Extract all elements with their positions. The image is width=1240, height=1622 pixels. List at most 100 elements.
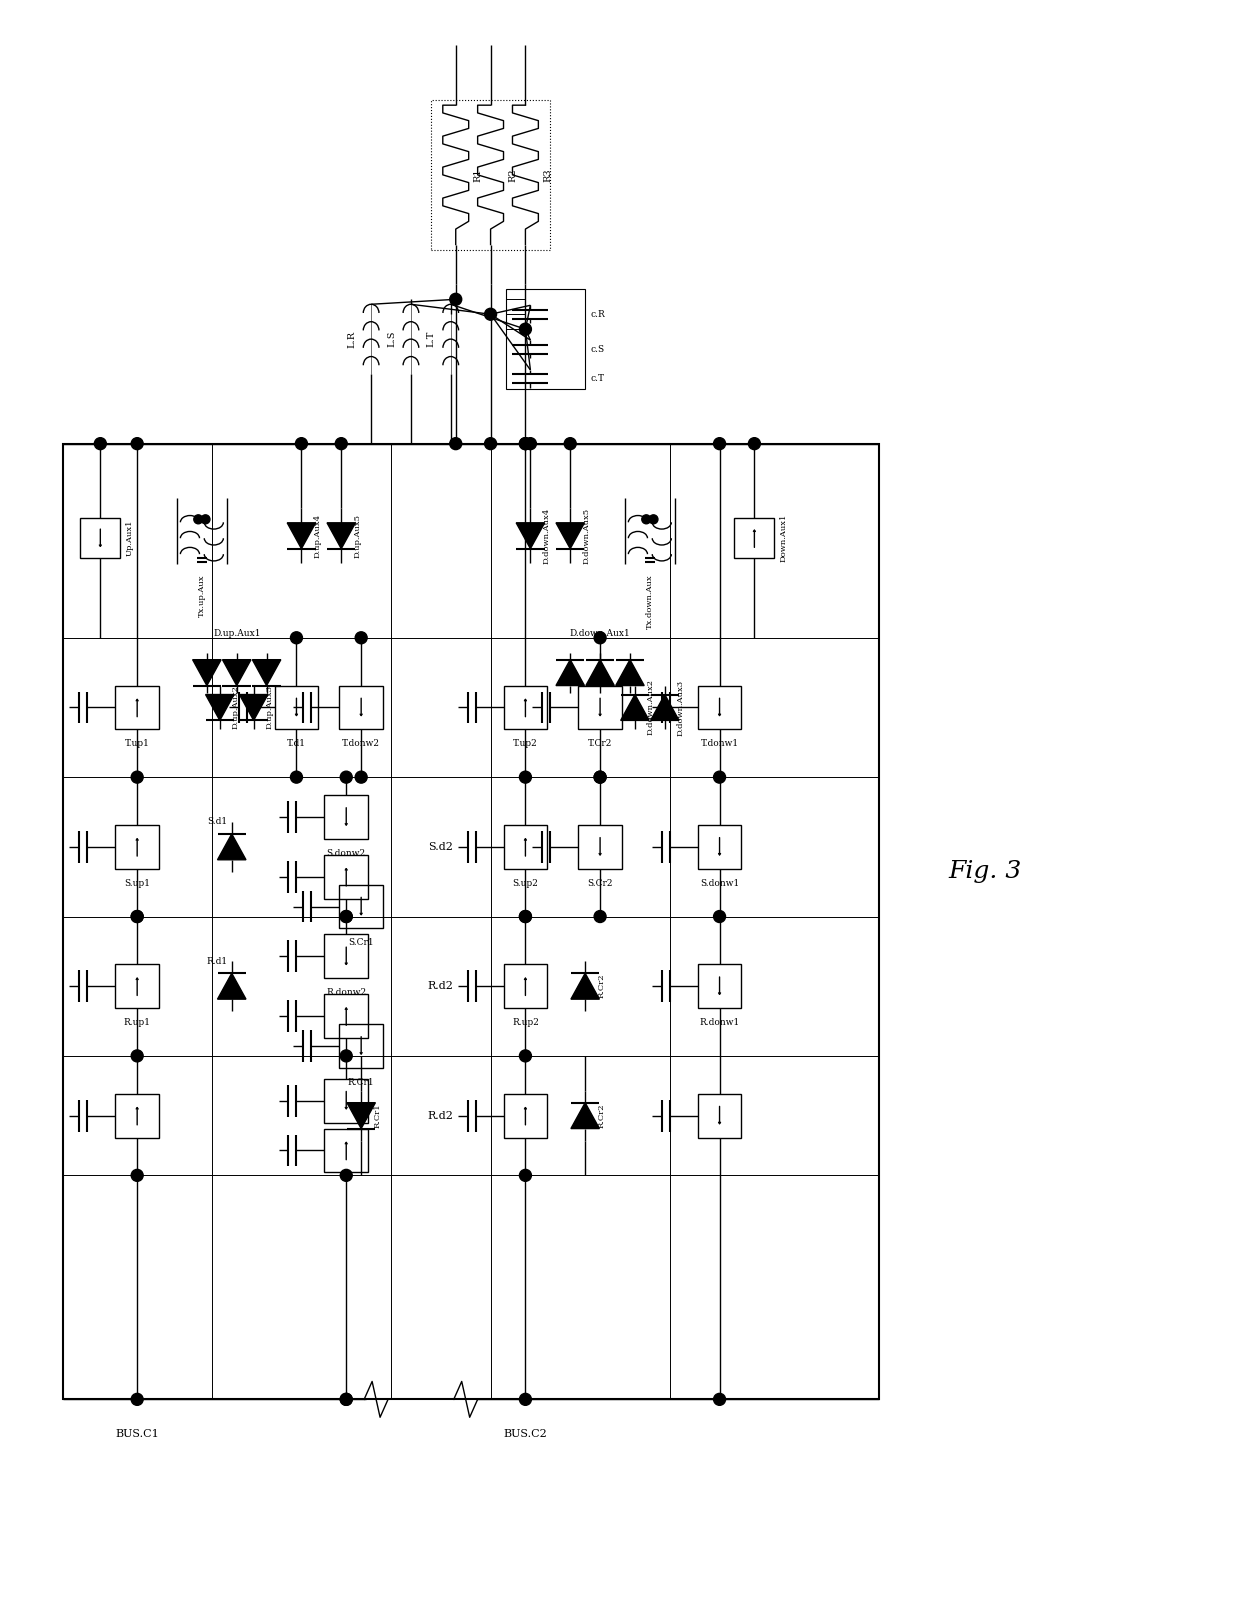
Bar [578,686,622,730]
Polygon shape [192,660,221,686]
Polygon shape [556,660,584,686]
Text: c.S: c.S [590,344,604,354]
Circle shape [340,770,352,783]
Text: S.Cr1: S.Cr1 [348,939,374,947]
Circle shape [642,514,651,524]
Polygon shape [288,522,316,548]
Text: R.donw2: R.donw2 [326,988,366,998]
Circle shape [355,633,367,644]
Text: R.Cr1: R.Cr1 [348,1077,374,1087]
Circle shape [131,910,143,923]
Bar [115,1093,159,1137]
Bar [698,965,742,1009]
Circle shape [713,438,725,449]
Circle shape [355,770,367,783]
Circle shape [649,514,658,524]
Text: R2: R2 [508,169,517,182]
Circle shape [520,438,532,449]
Bar [340,1023,383,1067]
Circle shape [201,514,210,524]
Bar [325,1079,368,1122]
Text: D.up.Aux3: D.up.Aux3 [265,686,274,730]
Circle shape [713,910,725,923]
Circle shape [520,910,532,923]
Bar [115,965,159,1009]
Bar [734,519,774,558]
Bar [62,444,879,1400]
Text: S.up2: S.up2 [512,879,538,887]
Circle shape [713,770,725,783]
Text: R.up2: R.up2 [512,1019,539,1027]
Circle shape [485,438,496,449]
Text: D.up.Aux4: D.up.Aux4 [314,514,321,558]
Text: D.down.Aux4: D.down.Aux4 [542,508,551,564]
Bar [698,1093,742,1137]
Circle shape [520,1169,532,1181]
Circle shape [520,323,532,336]
Circle shape [525,438,537,449]
Circle shape [290,633,303,644]
Text: D.down.Aux5: D.down.Aux5 [582,508,590,564]
Text: D.down.Aux1: D.down.Aux1 [569,629,630,637]
Polygon shape [217,834,246,860]
Bar [274,686,319,730]
Circle shape [340,1393,352,1405]
Text: S.d2: S.d2 [428,842,454,852]
Polygon shape [222,660,250,686]
Text: BUS.C2: BUS.C2 [503,1429,547,1439]
Polygon shape [585,660,614,686]
Text: BUS.C1: BUS.C1 [115,1429,159,1439]
Circle shape [94,438,107,449]
Text: D.down.Aux3: D.down.Aux3 [677,680,684,735]
Circle shape [290,770,303,783]
Text: c.T: c.T [590,375,604,383]
Bar [325,1129,368,1173]
Polygon shape [570,973,599,999]
Bar [325,855,368,899]
Text: T.up2: T.up2 [513,740,538,748]
Text: Tx.down.Aux: Tx.down.Aux [646,574,653,629]
Text: R.Cr2: R.Cr2 [598,973,605,999]
Circle shape [594,770,606,783]
Text: S.donw1: S.donw1 [699,879,739,887]
Polygon shape [253,660,280,686]
Circle shape [485,308,496,320]
Circle shape [520,770,532,783]
Polygon shape [206,694,234,720]
Polygon shape [616,660,645,686]
Bar [325,994,368,1038]
Text: R.up1: R.up1 [124,1019,151,1027]
Circle shape [295,438,308,449]
Text: R1: R1 [474,169,482,182]
Text: T.Cr2: T.Cr2 [588,740,613,748]
Text: R.Cr2: R.Cr2 [598,1103,605,1127]
Text: L.R: L.R [347,331,356,347]
Text: S.donw2: S.donw2 [326,848,366,858]
Polygon shape [570,1103,599,1129]
Text: L.T: L.T [427,331,435,347]
Text: Up.Aux1: Up.Aux1 [125,521,133,556]
Circle shape [193,514,203,524]
Text: T.donw1: T.donw1 [701,740,739,748]
Text: T.up1: T.up1 [125,740,150,748]
Text: R.d2: R.d2 [428,981,454,991]
Text: Tx.up.Aux: Tx.up.Aux [198,574,206,616]
Bar [81,519,120,558]
Circle shape [335,438,347,449]
Circle shape [131,1169,143,1181]
Circle shape [131,438,143,449]
Polygon shape [516,522,544,548]
Circle shape [340,910,352,923]
Text: R3: R3 [543,169,552,182]
Text: S.up1: S.up1 [124,879,150,887]
Circle shape [713,1393,725,1405]
Text: S.Cr2: S.Cr2 [588,879,613,887]
Circle shape [340,910,352,923]
Circle shape [340,1393,352,1405]
Bar [340,884,383,928]
Text: D.up.Aux5: D.up.Aux5 [353,514,361,558]
Text: R.donw1: R.donw1 [699,1019,740,1027]
Bar [325,795,368,839]
Text: T.d1: T.d1 [286,740,306,748]
Bar [115,826,159,869]
